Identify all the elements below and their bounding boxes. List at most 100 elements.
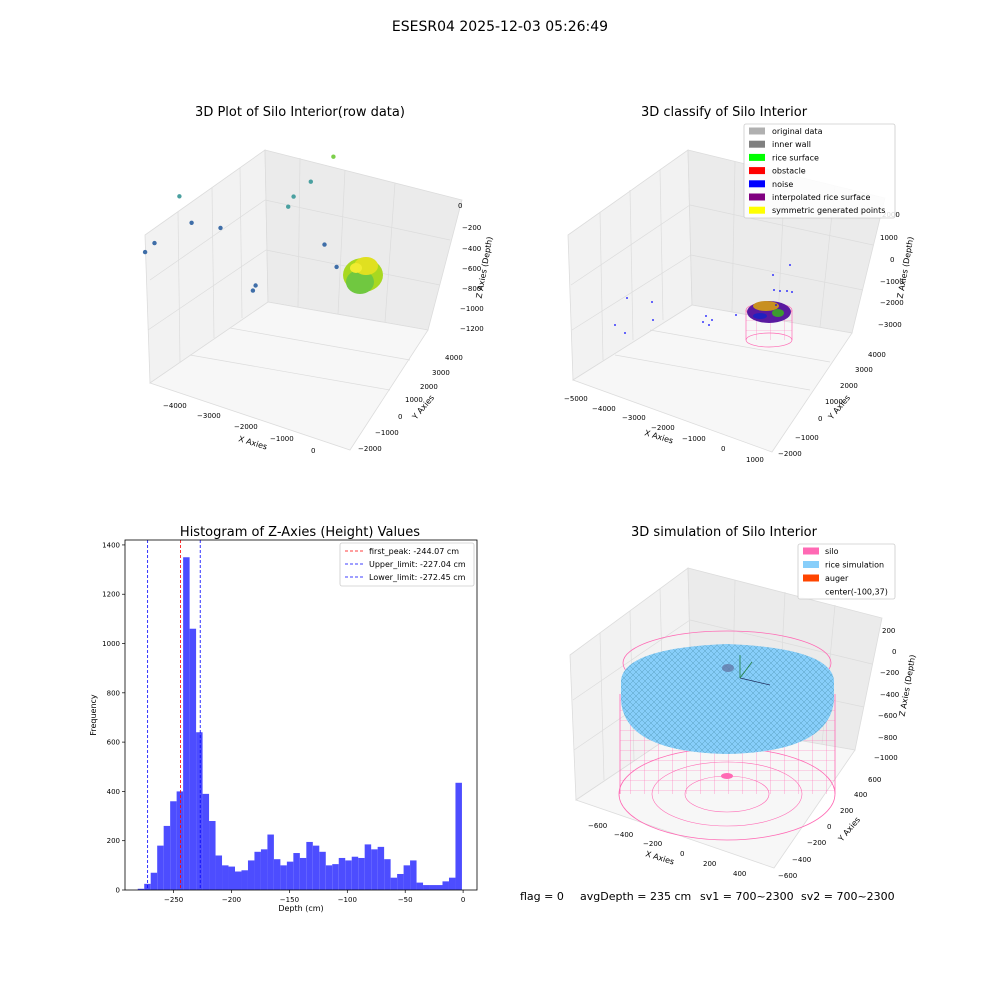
hist-bar	[345, 860, 352, 890]
panel-histogram: Histogram of Z-Axies (Height) Values −25…	[89, 525, 478, 913]
hist-bar	[209, 820, 216, 890]
hist-y-tick-label: 1000	[102, 640, 120, 648]
hist-x-tick-label: −100	[338, 896, 357, 904]
classify-legend: original data inner wall rice surface obsta…	[743, 123, 896, 219]
hist-bar	[442, 881, 449, 890]
classify-noise-point	[711, 319, 713, 321]
raw-z-tick: −600	[462, 265, 481, 273]
classify-x-ticks: −5000 −4000 −3000 −2000 −1000 0 1000	[564, 395, 764, 464]
sim-x-label: X Axies	[644, 849, 675, 866]
classify-floor-pane	[572, 304, 853, 453]
raw-x-tick: −4000	[163, 402, 187, 410]
hist-bar	[325, 865, 333, 890]
hist-bar	[319, 851, 326, 890]
hist-legend-box	[339, 542, 475, 587]
sim-y-tick: 200	[840, 807, 853, 815]
classify-x-tick: 1000	[746, 456, 764, 464]
hist-bar	[228, 866, 235, 890]
raw-x-tick: −2000	[234, 423, 258, 431]
sim-legend-items: silo rice simulation auger center(-100,37)	[803, 547, 888, 597]
raw-data-point	[142, 249, 148, 255]
raw-y-tick: 1000	[405, 396, 423, 404]
hist-bar	[215, 855, 223, 890]
classify-y-tick: −1000	[795, 434, 819, 442]
classify-noise-point	[735, 314, 737, 316]
raw-data-point	[291, 194, 296, 199]
hist-x-tick-label: 0	[461, 896, 465, 904]
hist-bar	[390, 877, 398, 890]
panel-raw-3d: 3D Plot of Silo Interior(row data) 0 −20…	[142, 105, 494, 455]
raw-data-point	[152, 240, 157, 246]
sim-x-tick: −600	[588, 822, 607, 830]
hist-bar	[429, 885, 437, 890]
hist-bar	[222, 865, 229, 890]
hist-bar	[384, 859, 391, 890]
sim-rice-body	[621, 644, 834, 754]
classify-noise-point	[652, 319, 654, 321]
sim-z-tick: −800	[878, 734, 897, 742]
raw-z-tick: −1000	[460, 305, 484, 313]
hist-bar	[364, 844, 372, 890]
sim-z-tick: −200	[880, 669, 899, 677]
classify-z-tick: −2000	[880, 299, 904, 307]
hist-y-tick-label: 800	[107, 689, 120, 697]
sim-legend-swatch	[803, 547, 819, 555]
classify-x-tick: −5000	[564, 395, 588, 403]
raw-z-tick: −1200	[460, 325, 484, 333]
sim-y-tick: 600	[868, 776, 881, 784]
sim-y-tick: 0	[827, 823, 831, 831]
raw-x-tick: −1000	[270, 435, 294, 443]
hist-bar	[280, 865, 287, 890]
hist-bar	[273, 859, 281, 890]
classify-x-tick: −4000	[592, 405, 616, 413]
raw-data-point	[189, 220, 194, 225]
hist-title: Histogram of Z-Axies (Height) Values	[180, 525, 420, 540]
hist-bar	[332, 864, 339, 890]
classify-y-tick: −2000	[778, 450, 802, 458]
classify-y-tick: 3000	[855, 366, 873, 374]
raw-x-label: X Axies	[237, 434, 268, 451]
classify-noise-point	[702, 321, 704, 323]
raw-floor-pane	[149, 301, 429, 451]
classify-y-ticks: −2000 −1000 0 1000 2000 3000 4000	[778, 351, 886, 458]
hist-bar	[189, 628, 197, 890]
sim-legend-label: silo	[825, 547, 839, 556]
raw-data-point	[253, 283, 258, 288]
sim-z-tick: −600	[878, 712, 897, 720]
raw-y-tick: 2000	[420, 383, 438, 391]
footer-sv2: sv2 = 700~2300	[801, 890, 895, 903]
raw-y-tick: 0	[398, 413, 402, 421]
raw-surface-cluster	[343, 257, 383, 294]
hist-bar	[299, 857, 307, 890]
hist-x-tick-label: −250	[164, 896, 183, 904]
hist-bar	[312, 845, 320, 890]
sim-y-tick: −400	[792, 856, 811, 864]
hist-legend-items: first_peak: -244.07 cm Upper_limit: -227.…	[345, 547, 466, 582]
sim-legend-swatch	[803, 561, 819, 568]
hist-bar	[235, 871, 242, 890]
raw-y-tick: 4000	[445, 354, 463, 362]
hist-bar	[247, 860, 255, 890]
sim-legend-label: center(-100,37)	[825, 588, 888, 597]
hist-bar	[448, 877, 456, 890]
classify-z-tick: 1000	[880, 234, 898, 242]
hist-bar	[416, 882, 424, 890]
classify-noise-point	[651, 301, 653, 303]
hist-legend: first_peak: -244.07 cm Upper_limit: -227.…	[339, 542, 475, 587]
classify-noise-point	[705, 315, 707, 317]
hist-legend-label: Lower_limit: -272.45 cm	[369, 573, 466, 582]
classify-legend-label: symmetric generated points	[772, 206, 885, 215]
sim-x-tick: 0	[680, 850, 684, 858]
sim-y-ticks: −600 −400 −200 0 200 400 600	[778, 776, 881, 880]
classify-legend-label: rice surface	[772, 153, 819, 162]
hist-y-tick-label: 1200	[102, 591, 120, 599]
hist-bar	[371, 849, 378, 890]
hist-y-tick-label: 1400	[102, 541, 120, 549]
classify-legend-swatch	[749, 167, 765, 175]
sim-y-tick: −200	[807, 839, 826, 847]
hist-bar	[170, 801, 177, 890]
sim-x-tick: 200	[703, 860, 716, 868]
classify-z-tick: 0	[890, 256, 894, 264]
hist-bar	[377, 846, 385, 890]
sim-y-tick: −600	[778, 872, 797, 880]
